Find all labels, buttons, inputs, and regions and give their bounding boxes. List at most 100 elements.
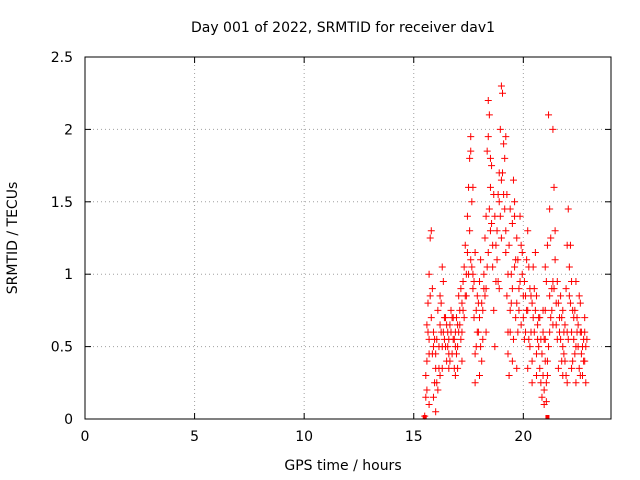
data-point [528,357,536,365]
data-point [486,227,494,235]
data-point [499,169,507,177]
data-point [471,350,479,358]
data-point [466,154,474,162]
y-tick-label: 0 [64,412,73,428]
data-point [523,306,531,314]
data-point [466,227,474,235]
data-point [485,205,493,213]
data-point [439,328,447,336]
data-point [540,401,548,409]
data-point [471,248,479,256]
data-point [443,321,451,329]
data-point [508,285,516,293]
data-point [483,147,491,155]
data-point [564,205,572,213]
data-point [426,234,434,242]
data-point [481,292,489,300]
data-point [438,364,446,372]
data-point [452,350,460,358]
data-point [484,133,492,141]
y-tick-label: 0.5 [51,340,73,356]
data-point [493,256,501,264]
data-point [536,364,544,372]
data-point [553,277,561,285]
data-point [529,263,537,271]
data-point [502,227,510,235]
data-point [428,350,436,358]
data-point [581,314,589,322]
data-point [539,306,547,314]
data-point [425,270,433,278]
data-point [557,292,565,300]
data-point [514,256,522,264]
data-point [519,292,527,300]
data-point [538,393,546,401]
data-point [527,292,535,300]
data-point [576,299,584,307]
data-point [519,314,527,322]
data-point [546,328,554,336]
data-point [483,263,491,271]
data-point [469,183,477,191]
data-point [504,328,512,336]
data-point [565,292,573,300]
data-point [454,321,462,329]
data-point [454,364,462,372]
data-point [513,234,521,242]
data-point [477,256,485,264]
data-point [506,205,514,213]
data-point [572,379,580,387]
data-point [439,277,447,285]
data-point [557,335,565,343]
data-point [495,285,503,293]
data-point [468,198,476,206]
data-point [445,350,453,358]
data-point [457,285,465,293]
data-point [566,299,574,307]
data-point [564,335,572,343]
data-point [504,350,512,358]
data-point [547,314,555,322]
data-point [543,357,551,365]
data-point [497,82,505,90]
tick-labels: 0 5 10 15 20 0 0.5 1 1.5 2 2.5 [51,50,533,445]
data-point [569,357,577,365]
data-point [517,241,525,249]
data-point [479,335,487,343]
x-tick-label: 10 [295,429,313,445]
data-point [522,328,530,336]
data-point [581,328,589,336]
data-point [488,220,496,228]
data-point [455,328,463,336]
data-point [467,147,475,155]
data-point [436,292,444,300]
data-point [574,321,582,329]
data-point [549,321,557,329]
data-point [506,306,514,314]
data-point [542,379,550,387]
data-point [515,285,523,293]
axis-ticks [84,56,611,420]
data-point [540,386,548,394]
data-point [534,335,542,343]
data-point [547,234,555,242]
data-point [551,227,559,235]
data-point [513,364,521,372]
data-point [478,357,486,365]
data-point [467,133,475,141]
data-point [461,292,469,300]
data-points [421,82,591,420]
data-point [505,372,513,380]
data-point [508,357,516,365]
data-point [433,379,441,387]
data-point [482,285,490,293]
grid [85,57,611,419]
data-point [480,270,488,278]
data-point [463,212,471,220]
data-point [542,277,550,285]
data-point [570,314,578,322]
data-point [481,234,489,242]
x-tick-label: 20 [514,429,532,445]
data-point [548,306,556,314]
